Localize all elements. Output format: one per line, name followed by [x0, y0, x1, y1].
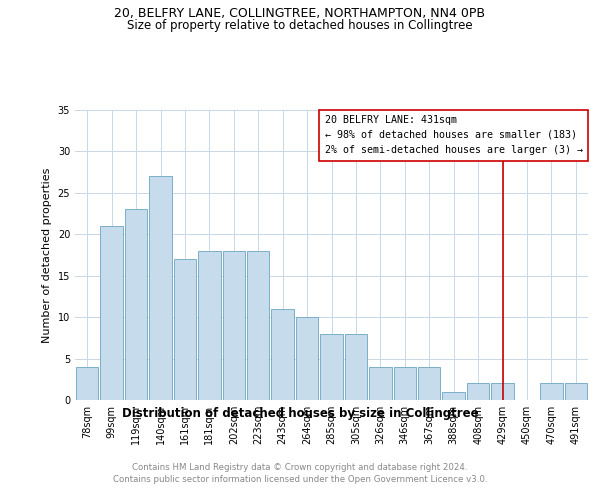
- Bar: [271, 309, 294, 400]
- Bar: [76, 367, 98, 400]
- Bar: [100, 226, 123, 400]
- Bar: [467, 384, 490, 400]
- Y-axis label: Number of detached properties: Number of detached properties: [42, 168, 52, 342]
- Bar: [247, 251, 269, 400]
- Text: Contains HM Land Registry data © Crown copyright and database right 2024.: Contains HM Land Registry data © Crown c…: [132, 462, 468, 471]
- Bar: [320, 334, 343, 400]
- Bar: [442, 392, 465, 400]
- Text: 20, BELFRY LANE, COLLINGTREE, NORTHAMPTON, NN4 0PB: 20, BELFRY LANE, COLLINGTREE, NORTHAMPTO…: [115, 8, 485, 20]
- Text: 20 BELFRY LANE: 431sqm: 20 BELFRY LANE: 431sqm: [325, 115, 457, 125]
- FancyBboxPatch shape: [319, 110, 587, 162]
- Bar: [173, 259, 196, 400]
- Bar: [344, 334, 367, 400]
- Bar: [540, 384, 563, 400]
- Bar: [223, 251, 245, 400]
- Bar: [125, 210, 148, 400]
- Bar: [296, 317, 319, 400]
- Text: 2% of semi-detached houses are larger (3) →: 2% of semi-detached houses are larger (3…: [325, 145, 583, 155]
- Bar: [418, 367, 440, 400]
- Bar: [198, 251, 221, 400]
- Text: Distribution of detached houses by size in Collingtree: Distribution of detached houses by size …: [122, 408, 478, 420]
- Bar: [491, 384, 514, 400]
- Bar: [149, 176, 172, 400]
- Text: Size of property relative to detached houses in Collingtree: Size of property relative to detached ho…: [127, 18, 473, 32]
- Bar: [565, 384, 587, 400]
- Text: ← 98% of detached houses are smaller (183): ← 98% of detached houses are smaller (18…: [325, 130, 577, 140]
- Bar: [394, 367, 416, 400]
- Text: Contains public sector information licensed under the Open Government Licence v3: Contains public sector information licen…: [113, 475, 487, 484]
- Bar: [369, 367, 392, 400]
